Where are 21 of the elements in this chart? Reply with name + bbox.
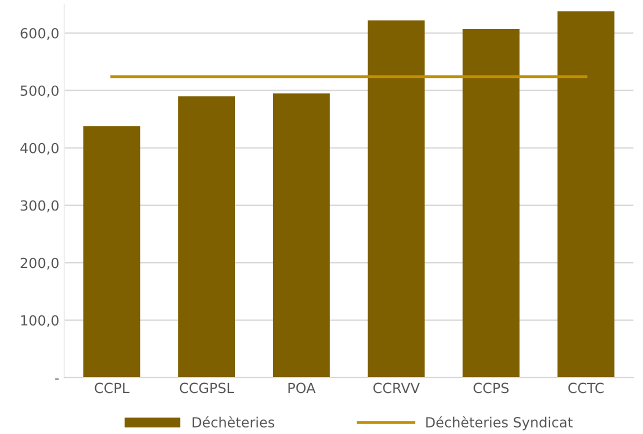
bar: [368, 20, 425, 378]
x-tick-label: POA: [288, 382, 316, 394]
x-tick-label: CCTC: [568, 382, 604, 394]
bar: [83, 126, 140, 378]
y-tick-label: 600,0: [20, 28, 59, 40]
legend-label: Déchèteries: [192, 416, 274, 428]
bar: [557, 11, 614, 378]
y-tick-label: -: [55, 378, 59, 380]
y-tick-label: 400,0: [20, 142, 59, 155]
y-tick-label: 300,0: [20, 200, 59, 212]
bar: [178, 96, 236, 378]
x-tick-label: CCGPSL: [180, 382, 234, 394]
y-tick-label: 200,0: [20, 258, 59, 270]
bar: [462, 29, 520, 378]
y-tick-label: 500,0: [20, 85, 59, 98]
bar: [272, 93, 330, 378]
x-tick-label: CCPS: [474, 382, 509, 394]
x-tick-label: CCRVV: [373, 382, 420, 394]
y-tick-label: 100,0: [21, 315, 59, 328]
legend-label: Déchèteries Syndicat: [426, 416, 573, 430]
x-tick-label: CCPL: [94, 382, 130, 394]
